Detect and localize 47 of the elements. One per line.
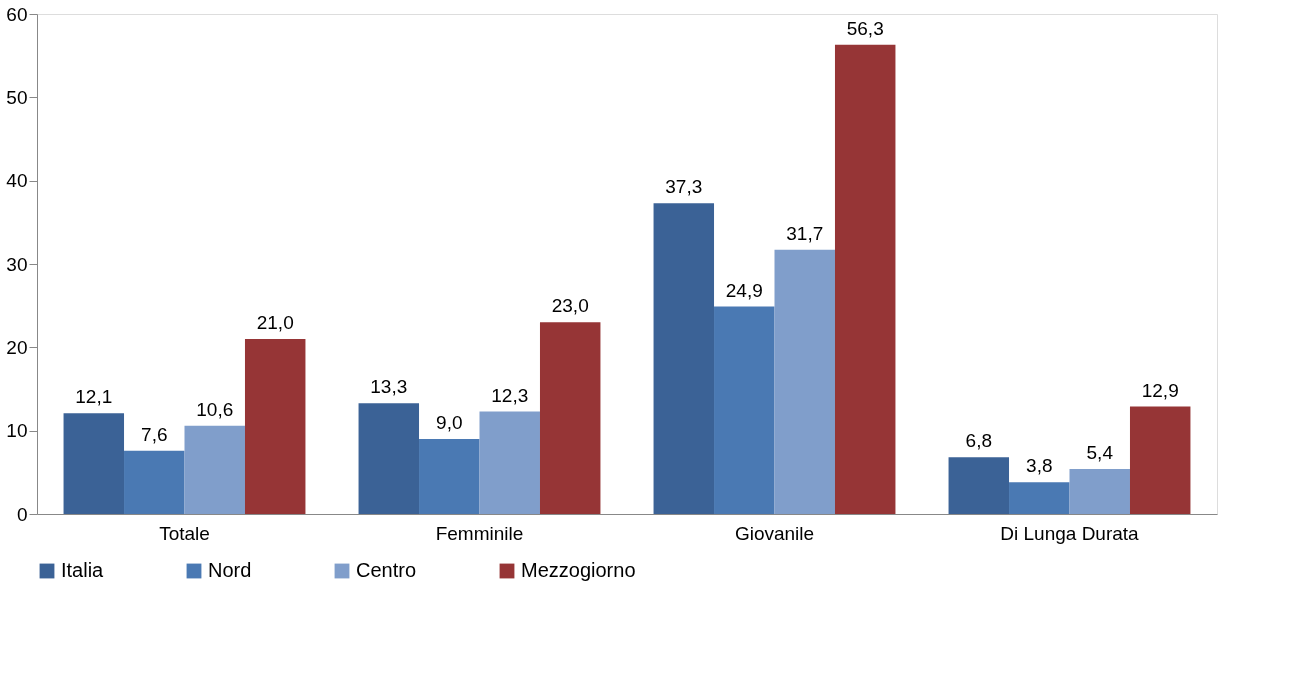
- bar: [184, 425, 245, 514]
- bar: [479, 411, 540, 514]
- bar: [539, 322, 601, 514]
- data-label: 5,4: [1086, 442, 1114, 463]
- x-tick-label: Totale: [159, 522, 210, 544]
- x-tick-label: Di Lunga Durata: [1000, 522, 1140, 544]
- data-label: 37,3: [665, 176, 703, 198]
- bar: [419, 439, 480, 514]
- data-label: 6,8: [965, 430, 992, 452]
- y-tick-label: 30: [6, 253, 28, 275]
- data-label: 12,9: [1141, 379, 1179, 401]
- data-label: 24,9: [725, 279, 763, 301]
- legend-label: Mezzogiorno: [521, 559, 636, 581]
- bar: [358, 403, 420, 514]
- bar: [1129, 406, 1191, 514]
- data-label: 7,6: [141, 423, 168, 445]
- data-label: 12,1: [75, 386, 113, 408]
- data-label: 31,7: [786, 222, 824, 244]
- bar: [244, 339, 306, 514]
- bar: [124, 450, 185, 514]
- bar: [948, 457, 1010, 514]
- data-label: 23,0: [551, 295, 589, 317]
- y-tick-label: 10: [6, 420, 28, 442]
- bar: [1069, 469, 1130, 514]
- data-label: 12,3: [491, 384, 529, 406]
- bar: [1009, 482, 1070, 514]
- data-label: 21,0: [256, 312, 294, 333]
- data-label: 9,0: [436, 412, 463, 433]
- data-label: 10,6: [196, 398, 234, 420]
- y-tick-label: 50: [6, 86, 28, 108]
- y-tick-label: 0: [16, 503, 28, 525]
- data-label: 13,3: [370, 376, 408, 398]
- data-label: 56,3: [846, 17, 884, 39]
- y-tick-label: 40: [6, 170, 28, 192]
- data-label: 3,8: [1026, 455, 1053, 477]
- bar: [774, 249, 835, 514]
- bar: [63, 413, 125, 514]
- bar: [653, 203, 715, 514]
- y-tick-label: 60: [6, 3, 28, 25]
- y-tick-label: 20: [6, 336, 28, 358]
- legend-label: Nord: [208, 559, 252, 581]
- legend-label: Centro: [356, 559, 417, 581]
- x-tick-label: Giovanile: [734, 522, 815, 544]
- bar: [834, 44, 896, 514]
- bar: [714, 306, 775, 514]
- x-tick-label: Femminile: [435, 522, 524, 544]
- legend-label: Italia: [61, 559, 105, 581]
